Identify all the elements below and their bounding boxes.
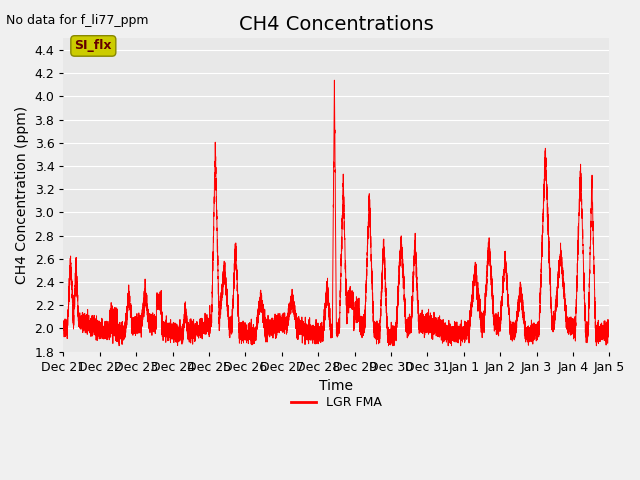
Y-axis label: CH4 Concentration (ppm): CH4 Concentration (ppm) (15, 106, 29, 284)
X-axis label: Time: Time (319, 379, 353, 393)
Legend: LGR FMA: LGR FMA (286, 391, 387, 414)
Text: No data for f_li77_ppm: No data for f_li77_ppm (6, 14, 149, 27)
Title: CH4 Concentrations: CH4 Concentrations (239, 15, 434, 34)
Text: SI_flx: SI_flx (75, 39, 112, 52)
